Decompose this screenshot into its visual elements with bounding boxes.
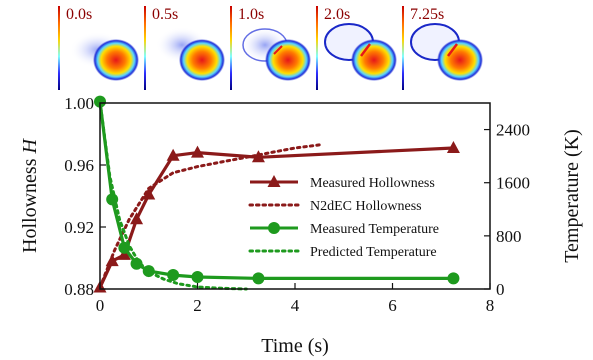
x-tick-label: 0 <box>96 296 105 315</box>
frame-1-image <box>156 27 225 81</box>
y-left-tick-label: 1.00 <box>64 94 94 113</box>
frame-1-label: 0.5s <box>152 6 179 23</box>
y-left-tick-label: 0.92 <box>64 218 94 237</box>
y-axis-title-left: Hollowness H <box>19 138 41 253</box>
frame-0-label: 0.0s <box>66 6 93 23</box>
series-point-0 <box>142 187 156 200</box>
frame-4-image <box>410 23 483 81</box>
legend-label-3: Predicted Temperature <box>310 245 437 260</box>
frame-strip: 0.0s 0.5s 1.0s <box>58 0 488 96</box>
y-left-tick-label: 0.88 <box>64 280 94 299</box>
series-point-0 <box>251 150 265 163</box>
colorbar <box>316 6 318 90</box>
y-right-tick-label: 0 <box>496 280 505 299</box>
series-line-3 <box>98 100 248 291</box>
frame-4: 7.25s <box>402 0 488 96</box>
y-left-tick-label: 0.96 <box>64 156 94 175</box>
frame-3: 2.0s <box>316 0 402 96</box>
series-point-0 <box>191 145 204 158</box>
frame-2-image <box>241 27 311 81</box>
legend-label-0: Measured Hollowness <box>310 176 435 191</box>
series-line-0 <box>98 146 454 289</box>
series-point-0 <box>166 148 180 161</box>
x-axis-title: Time (s) <box>261 335 329 357</box>
y-axis-title-right: Temperature (K) <box>561 129 583 263</box>
series-point-2 <box>191 271 204 284</box>
legend-label-2: Measured Temperature <box>310 222 439 237</box>
series-point-0 <box>446 140 460 153</box>
plot-frame <box>99 102 491 290</box>
frame-4-label: 7.25s <box>410 6 445 23</box>
x-tick-label: 6 <box>388 296 397 315</box>
frame-1: 0.5s <box>144 0 230 96</box>
y-axis-title-left-text: Hollowness <box>19 154 41 253</box>
y-right-tick-label: 1600 <box>496 174 530 193</box>
colorbar <box>144 6 146 90</box>
colorbar <box>58 6 60 90</box>
frame-2: 1.0s <box>230 0 316 96</box>
x-tick-label: 4 <box>291 296 300 315</box>
series-point-2 <box>142 265 155 278</box>
y-axis-title-left-symbol: H <box>19 138 41 155</box>
colorbar <box>230 6 232 90</box>
series-point-0 <box>117 247 131 260</box>
legend-marker-2 <box>268 222 280 234</box>
frame-0-image <box>70 32 139 81</box>
series-point-2 <box>447 272 460 285</box>
frame-3-label: 2.0s <box>324 6 351 23</box>
series-line-1 <box>98 143 321 289</box>
x-tick-label: 8 <box>486 296 495 315</box>
colorbar <box>402 6 404 90</box>
legend: Measured Hollowness N2dEC Hollowness Measu… <box>248 175 439 260</box>
frame-0: 0.0s <box>58 0 144 96</box>
legend-marker-0 <box>267 175 281 187</box>
y-right-tick-label: 800 <box>496 227 522 246</box>
y-right-tick-label: 2400 <box>496 121 530 140</box>
series-point-0 <box>130 212 144 225</box>
series-point-2 <box>252 272 265 285</box>
frame-2-label: 1.0s <box>238 6 265 23</box>
x-tick-label: 2 <box>193 296 202 315</box>
series-point-2 <box>106 193 119 206</box>
series-point-2 <box>167 269 180 282</box>
frame-3-image <box>324 23 397 81</box>
series-layer <box>93 95 460 293</box>
series-point-2 <box>118 241 131 254</box>
legend-label-1: N2dEC Hollowness <box>310 199 422 214</box>
ticks-layer: 0 2 4 6 8 0.88 0.92 0.96 1.00 0 800 1600 2400 <box>64 94 530 315</box>
